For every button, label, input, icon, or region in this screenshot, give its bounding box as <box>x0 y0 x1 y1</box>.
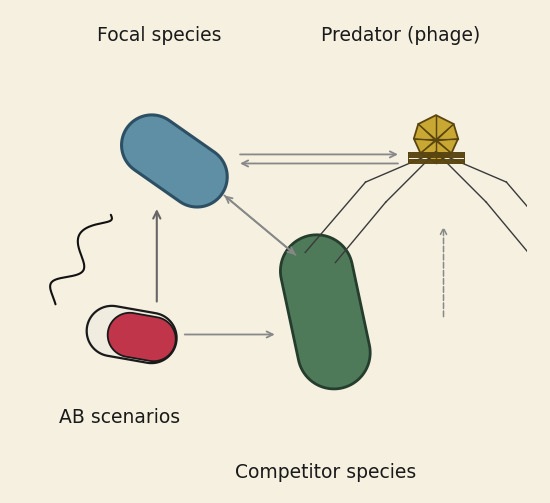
Polygon shape <box>122 115 227 207</box>
Polygon shape <box>108 313 175 361</box>
FancyArrowPatch shape <box>441 228 447 316</box>
Polygon shape <box>87 306 177 363</box>
FancyArrowPatch shape <box>226 197 295 255</box>
FancyArrowPatch shape <box>242 160 398 166</box>
Text: AB scenarios: AB scenarios <box>58 408 180 427</box>
Text: Predator (phage): Predator (phage) <box>321 26 480 45</box>
Polygon shape <box>414 115 458 163</box>
Polygon shape <box>280 235 370 389</box>
FancyArrowPatch shape <box>185 331 273 338</box>
Text: Focal species: Focal species <box>97 26 222 45</box>
FancyArrowPatch shape <box>240 151 396 157</box>
Text: Competitor species: Competitor species <box>235 463 416 482</box>
FancyArrowPatch shape <box>153 211 161 301</box>
FancyArrowPatch shape <box>224 196 294 254</box>
